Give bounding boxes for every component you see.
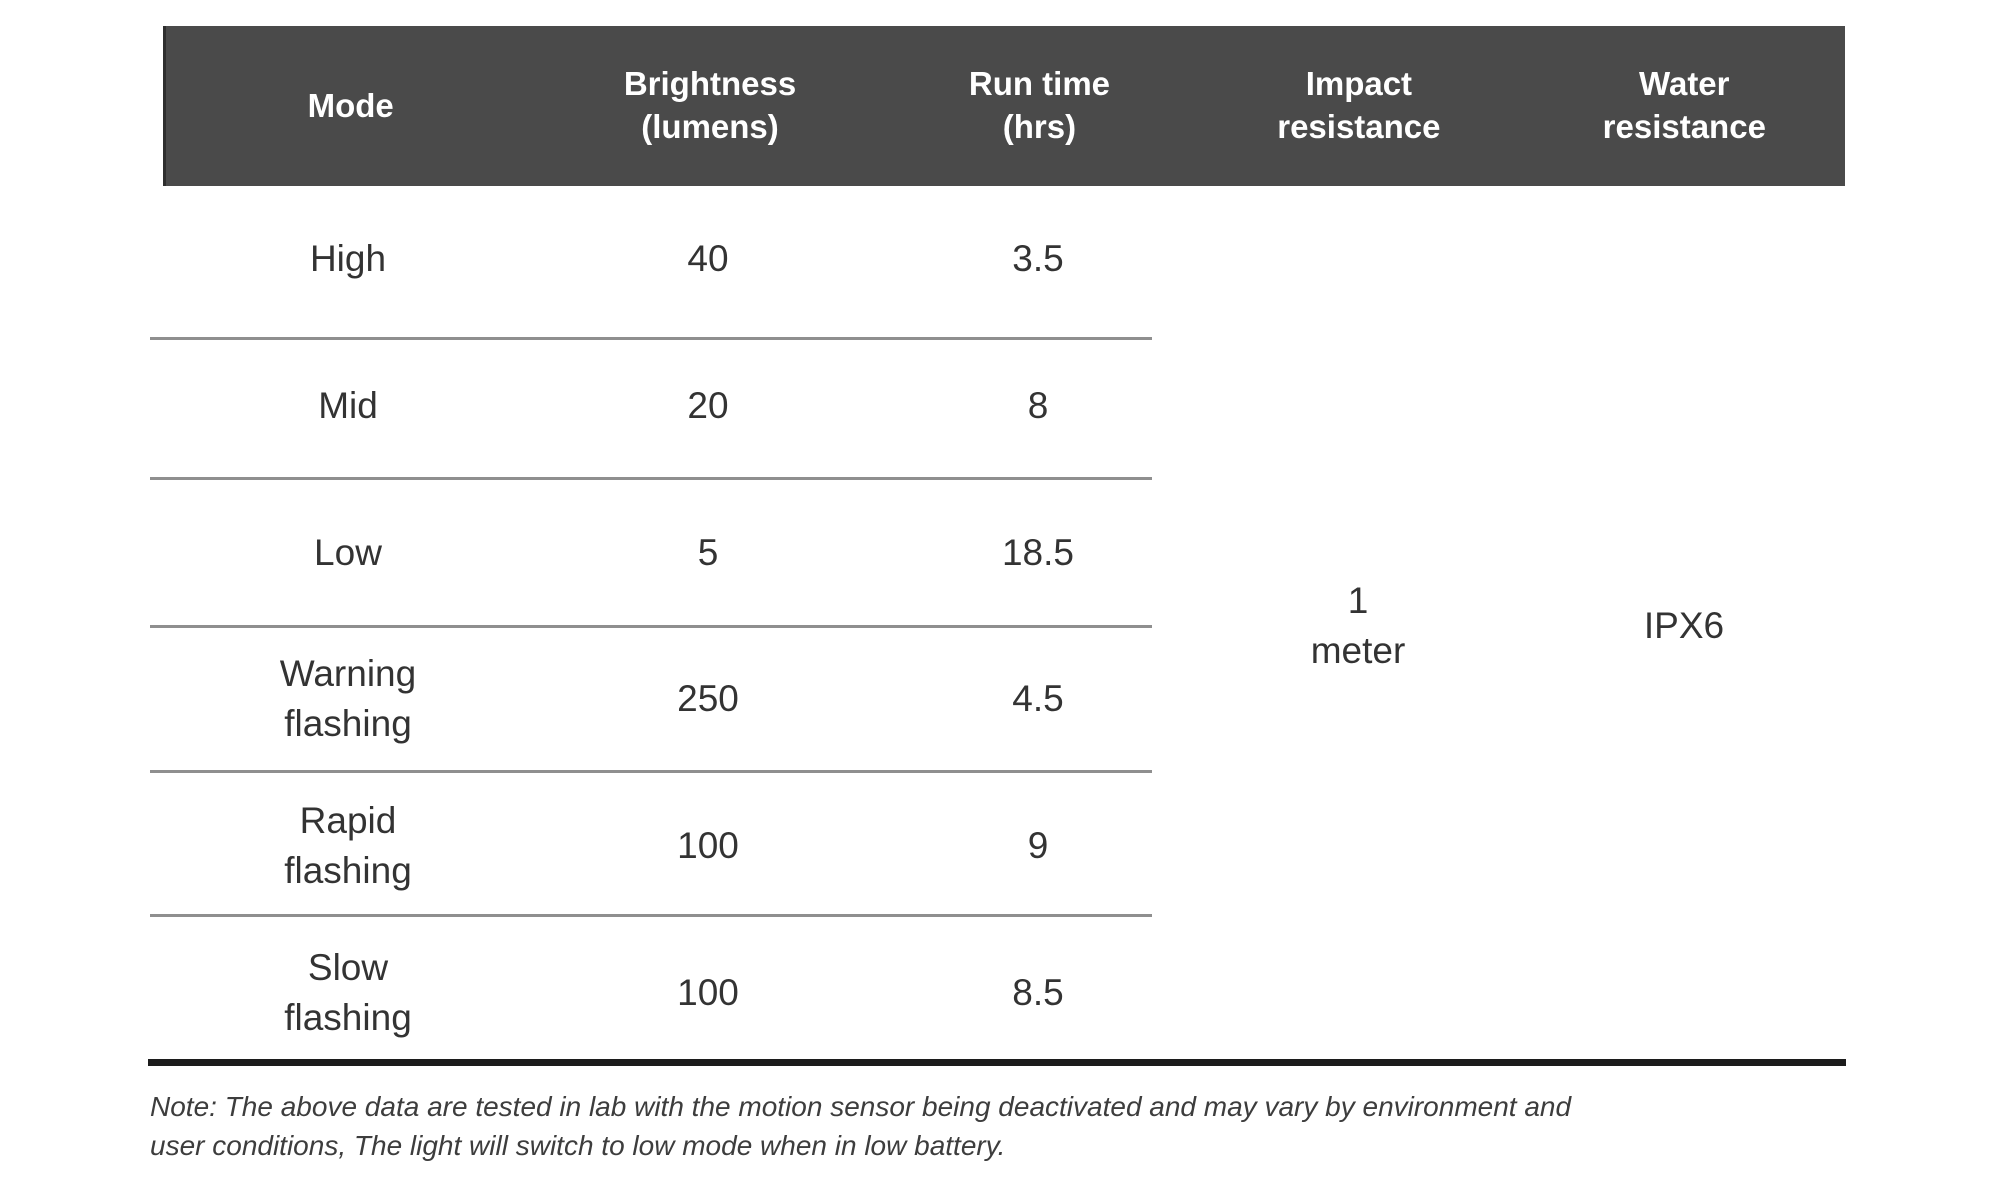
row-divider-4 <box>150 770 1152 773</box>
row-divider-2 <box>150 477 1152 480</box>
table-body: High 40 3.5 Mid 20 8 Low 5 18.5 Warning … <box>148 186 1846 1066</box>
cell-runtime-rapid-flashing: 9 <box>1027 825 1049 867</box>
cell-brightness-slow-flashing: 100 <box>677 971 739 1013</box>
row-divider-5 <box>150 914 1152 917</box>
cell-mode-rapid-flashing: Rapid flashing <box>284 800 412 891</box>
row-divider-3 <box>150 625 1152 628</box>
cell-brightness-low: 5 <box>697 531 719 573</box>
footnote-text: Note: The above data are tested in lab w… <box>150 1091 1572 1161</box>
table-bottom-rule <box>148 1059 1846 1066</box>
cell-runtime-slow-flashing: 8.5 <box>1012 971 1064 1013</box>
cell-mode-slow-flashing: Slow flashing <box>284 946 412 1038</box>
cell-brightness-mid: 20 <box>687 385 729 427</box>
cell-brightness-high: 40 <box>687 238 729 280</box>
column-header-water-resistance: Water resistance <box>1602 65 1766 145</box>
column-header-impact-resistance: Impact resistance <box>1277 65 1441 145</box>
cell-mode-low: Low <box>314 531 382 573</box>
table-header-row: Mode Brightness (lumens) Run time (hrs) … <box>163 26 1845 186</box>
cell-mode-warning-flashing: Warning flashing <box>279 653 417 745</box>
column-header-mode: Mode <box>307 86 394 124</box>
row-divider-1 <box>150 337 1152 340</box>
cell-water-resistance-value: IPX6 <box>1643 605 1725 647</box>
mode-rows-grid: High 40 3.5 Mid 20 8 Low 5 18.5 Warning … <box>163 186 1193 1066</box>
cell-impact-resistance-value: 1 meter <box>1310 580 1406 671</box>
cell-runtime-mid: 8 <box>1027 385 1049 427</box>
column-header-run-time: Run time (hrs) <box>968 65 1111 145</box>
cell-brightness-warning-flashing: 250 <box>677 678 739 720</box>
light-modes-spec-table: Mode Brightness (lumens) Run time (hrs) … <box>148 26 1846 1066</box>
cell-runtime-warning-flashing: 4.5 <box>1012 678 1064 720</box>
cell-runtime-low: 18.5 <box>1001 531 1074 573</box>
cell-mode-high: High <box>309 238 387 280</box>
cell-brightness-rapid-flashing: 100 <box>677 825 739 867</box>
cell-runtime-high: 3.5 <box>1012 238 1064 280</box>
cell-mode-mid: Mid <box>318 385 378 427</box>
column-header-brightness: Brightness (lumens) <box>623 65 797 145</box>
